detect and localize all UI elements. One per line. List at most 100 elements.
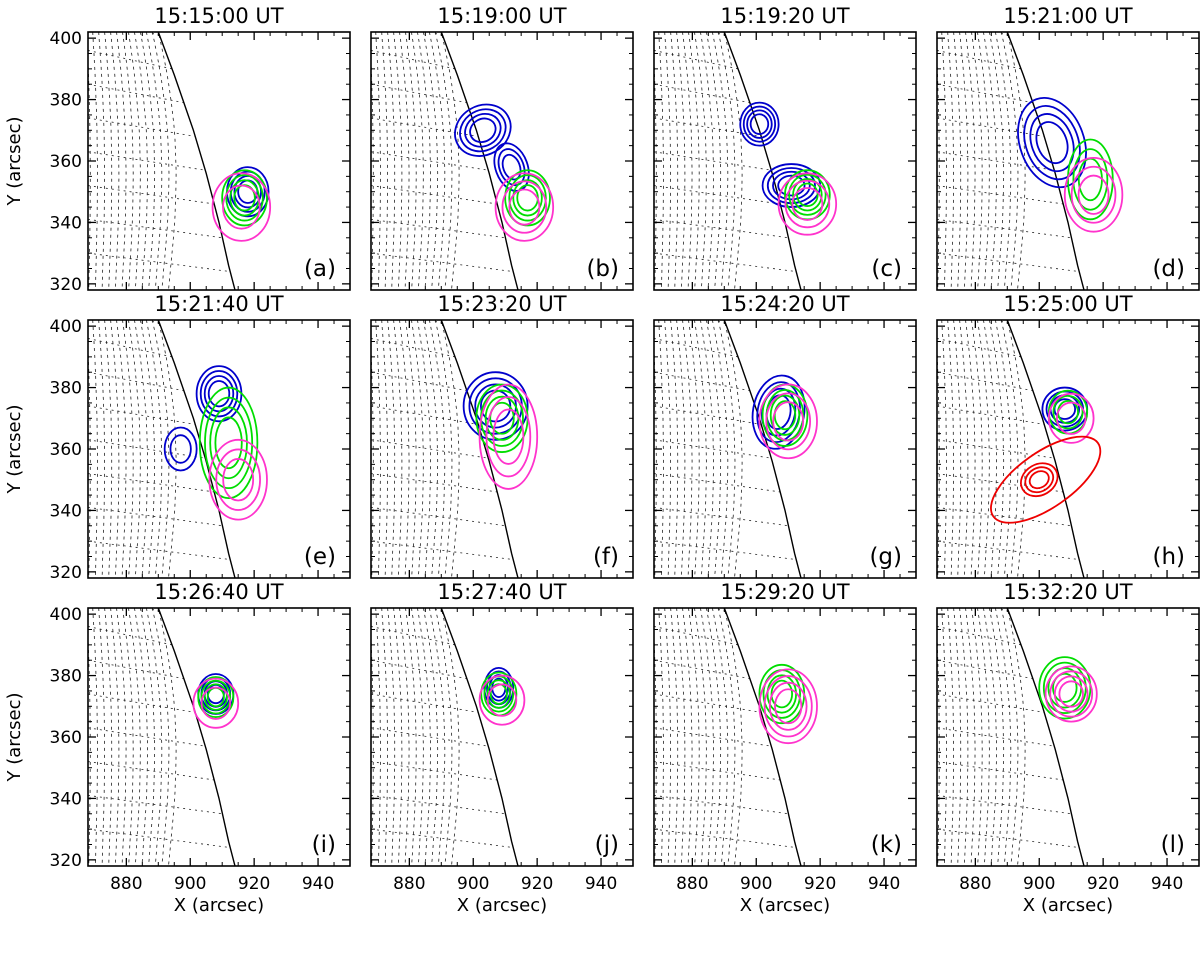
limb-line	[440, 320, 519, 578]
limb-line	[1006, 32, 1085, 290]
x-axis-label: X (arcsec)	[174, 895, 264, 916]
contour-level	[777, 174, 806, 197]
panel-title: 15:21:00 UT	[1003, 4, 1132, 28]
contour-level	[742, 105, 777, 143]
contour-level	[739, 101, 780, 147]
y-tick-label: 360	[50, 152, 82, 172]
contour-level	[1052, 394, 1084, 430]
contour-level	[225, 174, 264, 222]
contour-level	[1058, 680, 1084, 708]
panel-l: 880 900 920 940 15:32:20 UT (l) X (arcsec)	[936, 580, 1200, 916]
contour-level	[209, 406, 248, 480]
contour-level	[1044, 665, 1098, 723]
panel-title: 15:24:20 UT	[720, 292, 849, 316]
limb-line	[157, 608, 236, 866]
y-tick-label: 400	[50, 317, 82, 337]
panel-i: 880 900 920 940 320 340 360 380 400 15:26:40 UT (i…	[4, 580, 351, 916]
contour-level	[222, 184, 261, 230]
panel-label: (a)	[304, 256, 336, 282]
contour-level	[1028, 470, 1050, 490]
contours	[1017, 96, 1124, 233]
contour-level	[203, 683, 228, 711]
contour-level	[1024, 466, 1055, 494]
y-tick-label: 320	[50, 851, 82, 871]
contour-level	[222, 458, 255, 502]
contour-level	[508, 174, 547, 222]
y-axis-label: Y (arcsec)	[4, 692, 25, 782]
y-tick-label: 340	[50, 501, 82, 521]
contour-level	[791, 187, 824, 221]
y-tick-label: 340	[50, 789, 82, 809]
panel-frame	[370, 607, 634, 867]
y-tick-label: 360	[50, 728, 82, 748]
contour-level	[769, 394, 801, 436]
x-tick-label: 940	[302, 874, 334, 894]
x-tick-label: 880	[393, 874, 425, 894]
y-tick-label: 380	[50, 91, 82, 111]
solar-disk	[654, 608, 802, 866]
contour-level	[1077, 157, 1103, 202]
panel-title: 15:27:40 UT	[437, 580, 566, 604]
y-axis-label: Y (arcsec)	[4, 116, 25, 206]
contour-level	[792, 178, 823, 212]
contour-level	[774, 688, 803, 725]
panel-c: 15:19:20 UT (c)	[653, 4, 917, 291]
x-tick-label: 920	[1087, 874, 1119, 894]
contour-level	[492, 408, 525, 465]
y-tick-label: 360	[50, 440, 82, 460]
limb-line	[723, 32, 802, 290]
panel-frame	[87, 31, 351, 291]
contour-level	[208, 438, 268, 521]
contour-level	[214, 416, 243, 470]
contour-level	[464, 112, 502, 148]
contour-level	[501, 180, 548, 234]
panel-title: 15:21:40 UT	[154, 292, 283, 316]
contour-level	[469, 117, 497, 143]
panel-label: (l)	[1161, 832, 1185, 858]
contour-level	[486, 679, 511, 709]
contour-level	[192, 677, 240, 729]
x-tick-label: 940	[1151, 874, 1183, 894]
contours	[751, 374, 818, 460]
panel-frame	[87, 607, 351, 867]
contour-level	[1077, 174, 1110, 215]
panel-h: 15:25:00 UT (h)	[936, 292, 1200, 579]
x-tick-label: 940	[585, 874, 617, 894]
contour-level	[497, 148, 526, 187]
panel-label: (g)	[869, 544, 902, 570]
contour-level	[1053, 675, 1089, 713]
solar-disk	[88, 32, 236, 290]
panel-label: (e)	[304, 544, 336, 570]
contour-level	[1038, 656, 1092, 720]
panel-f: 15:23:20 UT (f)	[370, 292, 634, 579]
contours	[758, 663, 818, 745]
contour-level	[486, 683, 518, 717]
y-tick-label: 320	[50, 275, 82, 295]
contour-level	[494, 172, 555, 242]
panel-title: 15:19:00 UT	[437, 4, 566, 28]
contour-level	[204, 396, 254, 490]
contours	[462, 371, 539, 490]
contour-level	[207, 380, 231, 408]
x-tick-label: 900	[1023, 874, 1055, 894]
panel-label: (c)	[871, 256, 902, 282]
y-tick-label: 380	[50, 667, 82, 687]
contour-level	[1070, 165, 1117, 224]
limb-line	[157, 32, 236, 290]
contour-level	[215, 448, 261, 511]
panel-title: 15:23:20 UT	[437, 292, 566, 316]
contour-level	[758, 668, 818, 745]
panel-j: 880 900 920 940 15:27:40 UT (j) X (arcsec)	[370, 580, 634, 916]
panel-frame	[936, 31, 1200, 291]
solar-disk	[937, 608, 1085, 866]
contour-level	[197, 676, 235, 718]
panel-frame	[370, 319, 634, 579]
contour-level	[1029, 113, 1075, 173]
contour-level	[508, 188, 541, 226]
contour-level	[777, 172, 838, 236]
contours	[454, 103, 555, 242]
contour-level	[784, 179, 831, 229]
x-tick-label: 880	[959, 874, 991, 894]
contour-level	[459, 108, 507, 153]
